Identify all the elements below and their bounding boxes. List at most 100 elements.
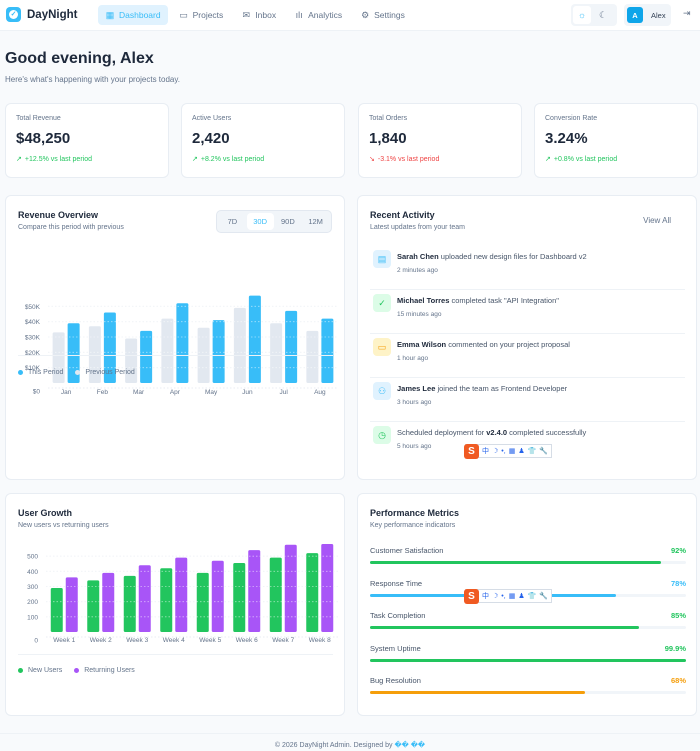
ime-item[interactable]: 👕: [527, 448, 537, 455]
theme-toggle: ☼ ☾: [571, 4, 617, 26]
nav-settings[interactable]: ⚙ Settings: [353, 5, 412, 25]
activity-item[interactable]: ✓ Michael Torres completed task "API Inte…: [370, 290, 685, 334]
metric-label: System Uptime: [370, 643, 421, 653]
stat-card-conversion: Conversion Rate 3.24% ↗ +0.8% vs last per…: [534, 103, 698, 178]
y-tick-label: $10K: [25, 365, 41, 372]
ime-item[interactable]: ♟: [518, 593, 525, 600]
bar-returning-users: [211, 560, 224, 632]
view-all-link[interactable]: View All: [643, 216, 671, 225]
range-90d[interactable]: 90D: [280, 217, 295, 226]
stat-card-users: Active Users 2,420 ↗ +8.2% vs last period: [181, 103, 345, 178]
legend-new-users[interactable]: New Users: [18, 667, 62, 674]
ime-item[interactable]: ☽: [492, 593, 499, 600]
ime-item[interactable]: ♟: [518, 448, 525, 455]
x-tick-label: Aug: [314, 389, 326, 396]
activity-text: Sarah Chen uploaded new design files for…: [397, 252, 587, 261]
legend-previous-period[interactable]: Previous Period: [75, 369, 135, 376]
legend-this-period[interactable]: This Period: [18, 369, 63, 376]
divider: [18, 654, 333, 655]
activity-actor: Michael Torres: [397, 296, 450, 305]
stat-change: ↗ +0.8% vs last period: [545, 155, 687, 164]
nav-inbox[interactable]: ✉ Inbox: [234, 5, 283, 25]
ime-item[interactable]: 👕: [527, 593, 537, 600]
legend-returning-users[interactable]: Returning Users: [74, 667, 135, 674]
nav-analytics[interactable]: ılı Analytics: [287, 5, 349, 25]
ime-item[interactable]: 中: [482, 593, 489, 600]
bar-this-period: [285, 310, 298, 383]
ime-item[interactable]: 🔧: [539, 593, 549, 600]
stat-change: ↗ +12.5% vs last period: [16, 155, 158, 164]
x-tick-label: Feb: [97, 389, 109, 396]
logout-icon: ⇥: [683, 8, 691, 18]
stat-value: 1,840: [369, 130, 407, 147]
bar-new-users: [160, 568, 173, 632]
activity-item[interactable]: ⚇ James Lee joined the team as Frontend D…: [370, 378, 685, 422]
progress-fill: [370, 626, 639, 629]
avatar: A: [627, 7, 643, 23]
light-mode-button[interactable]: ☼: [573, 6, 591, 24]
clock-icon: ◷: [373, 426, 391, 444]
ime-toolbar[interactable]: S 中 ☽ •, ▦ ♟ 👕 🔧: [464, 443, 553, 459]
user-menu[interactable]: A Alex: [624, 4, 671, 26]
legend-label: This Period: [28, 369, 64, 376]
metric-value: 78%: [670, 578, 686, 588]
card-subtitle: Compare this period with previous: [18, 224, 124, 231]
sun-icon: ☼: [577, 10, 587, 20]
progress-fill: [370, 691, 585, 694]
metric-label: Task Completion: [370, 611, 426, 620]
activity-actor: Sarah Chen: [397, 252, 439, 261]
bar-this-period: [212, 320, 225, 383]
activity-item[interactable]: ▭ Emma Wilson commented on your project p…: [370, 334, 685, 378]
x-tick-label: Week 4: [163, 637, 185, 644]
progress-track: [370, 691, 686, 694]
logo-icon: ✓: [6, 7, 21, 22]
nav-projects[interactable]: ▭ Projects: [172, 5, 231, 25]
legend-label: Previous Period: [85, 369, 135, 376]
activity-item[interactable]: ▤ Sarah Chen uploaded new design files fo…: [370, 246, 685, 290]
ime-toolbar[interactable]: S 中 ☽ •, ▦ ♟ 👕 🔧: [464, 588, 553, 604]
x-tick-label: Week 5: [199, 637, 221, 644]
bar-returning-users: [175, 557, 188, 632]
nav-label: Inbox: [255, 10, 277, 20]
ime-item[interactable]: •,: [501, 447, 506, 455]
ime-item[interactable]: 🔧: [539, 448, 549, 455]
stat-change-text: +12.5% vs last period: [24, 155, 92, 163]
x-tick-label: Mar: [133, 389, 145, 396]
ime-item[interactable]: •,: [501, 592, 506, 600]
logo[interactable]: ✓ DayNight: [6, 7, 77, 22]
range-7d[interactable]: 7D: [227, 217, 238, 226]
logout-button[interactable]: ⇥: [683, 8, 691, 19]
ime-item[interactable]: 中: [482, 448, 489, 455]
ime-item[interactable]: ☽: [492, 448, 499, 455]
bar-this-period: [140, 330, 153, 383]
bar-new-users: [50, 588, 63, 632]
dark-mode-button[interactable]: ☾: [594, 6, 612, 24]
y-tick-label: 100: [27, 614, 38, 621]
range-30d[interactable]: 30D: [246, 213, 274, 230]
range-12m[interactable]: 12M: [308, 217, 323, 226]
bar-new-users: [306, 553, 319, 632]
x-tick-label: Apr: [170, 389, 181, 396]
y-tick-label: 400: [27, 569, 38, 576]
footer-brand-link[interactable]: �� ��: [394, 742, 426, 749]
bar-returning-users: [102, 572, 115, 632]
ime-item[interactable]: ▦: [508, 448, 516, 455]
bar-new-users: [123, 575, 136, 632]
metric-value: 99.9%: [664, 643, 686, 653]
nav-dashboard[interactable]: ▦ Dashboard: [98, 5, 168, 25]
check-circle-icon: ✓: [373, 294, 391, 312]
activity-text: Michael Torres completed task "API Integ…: [397, 296, 559, 305]
x-tick-label: Week 2: [90, 637, 112, 644]
y-tick-label: 200: [27, 599, 38, 606]
activity-item[interactable]: ◷ Scheduled deployment for v2.4.0 complet…: [370, 422, 685, 466]
bar-previous-period: [125, 338, 138, 383]
activity-text: James Lee joined the team as Frontend De…: [397, 384, 568, 393]
card-subtitle: Key performance indicators: [370, 522, 456, 529]
stat-change: ↘ -3.1% vs last period: [369, 155, 511, 164]
nav-label: Projects: [192, 10, 224, 20]
revenue-chart: $0 $10K $20K $30K $40K $50K Jan Feb Mar Apr May Jun…: [25, 295, 338, 396]
ime-item[interactable]: ▦: [508, 593, 516, 600]
stat-value: 3.24%: [545, 130, 588, 147]
top-navbar: ✓ DayNight ▦ Dashboard ▭ Projects ✉ Inbo…: [0, 0, 700, 31]
divider: [18, 355, 333, 356]
